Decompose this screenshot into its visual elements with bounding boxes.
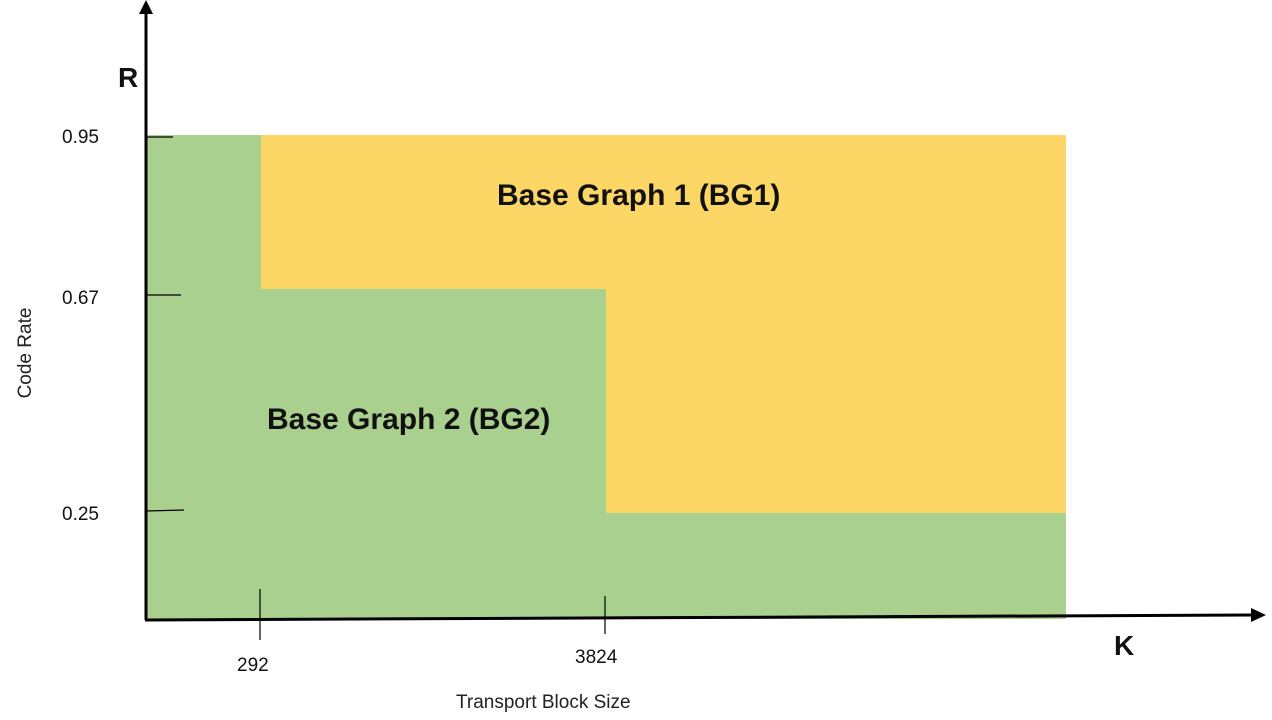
bg1-region-label: Base Graph 1 (BG1) (497, 179, 781, 212)
bg2-region-label: Base Graph 2 (BG2) (267, 403, 551, 436)
x-tick-label-3824: 3824 (575, 647, 618, 668)
x-tick-label-292: 292 (237, 655, 269, 676)
y-axis-title: Code Rate (15, 307, 36, 399)
x-axis-letter: K (1114, 630, 1135, 661)
y-tick-0.25 (145, 509, 185, 512)
x-axis-title: Transport Block Size (456, 692, 631, 713)
y-axis-arrowhead (139, 0, 153, 14)
x-axis-arrowhead (1251, 608, 1266, 622)
y-tick-label-0.25: 0.25 (62, 504, 99, 525)
y-tick-label-0.95: 0.95 (62, 127, 99, 148)
y-tick-label-0.67: 0.67 (62, 288, 99, 309)
y-axis-letter: R (118, 62, 139, 93)
bg1-region (261, 135, 1066, 513)
x-axis (144, 613, 1253, 622)
